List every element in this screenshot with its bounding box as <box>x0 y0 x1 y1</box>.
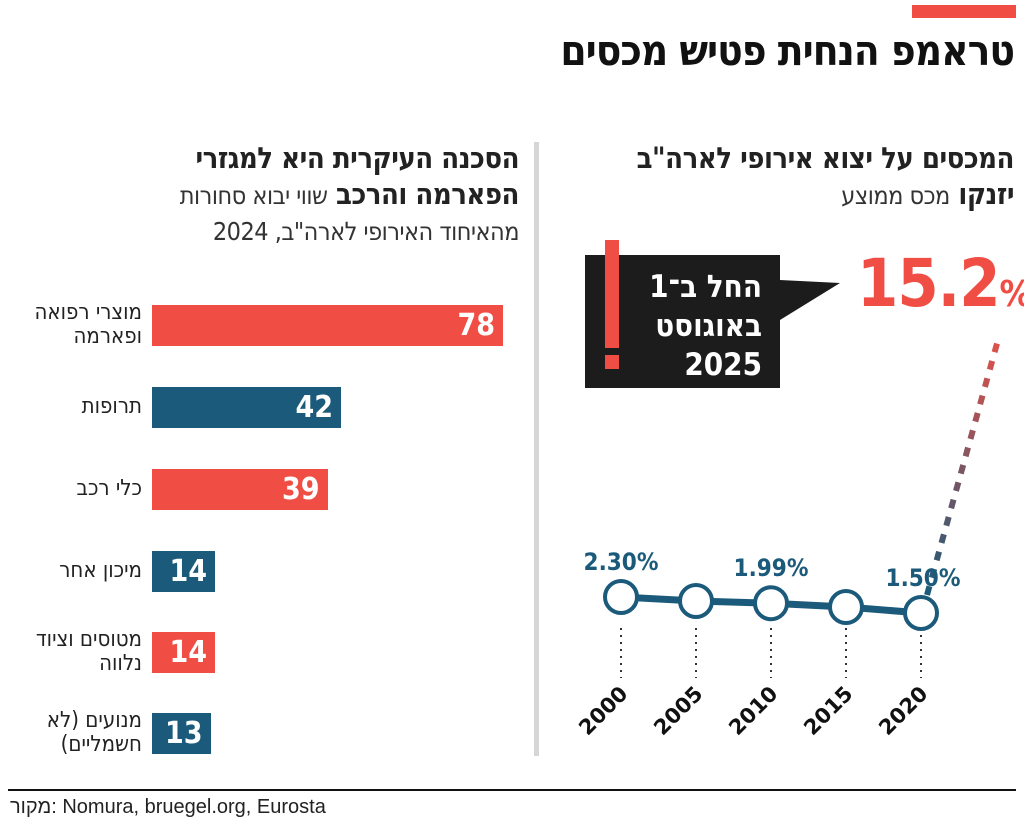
data-point <box>828 589 864 625</box>
bar-value-label: 42 <box>295 390 333 425</box>
callout-line1: החל ב־1 <box>649 269 762 305</box>
bar: 42 <box>152 387 341 428</box>
bar-value-label: 39 <box>281 472 320 507</box>
bar-value-label: 13 <box>164 716 203 751</box>
exclamation-icon <box>605 240 619 348</box>
x-tick-label: 2020 <box>874 682 932 740</box>
x-tick-label: 2015 <box>799 682 857 740</box>
bar-value-label: 78 <box>457 308 495 343</box>
footer-rule <box>8 789 1016 791</box>
main-title: טראמפ הנחית פטיש מכסים <box>560 26 1015 75</box>
x-tick-label: 2005 <box>649 682 707 740</box>
left-title-line2: הפארמה והרכב שווי יבוא סחורות <box>179 176 520 214</box>
bar-category-label: מנועים (לא חשמליים) <box>46 708 142 757</box>
right-subtitle: מכס ממוצע <box>841 181 950 210</box>
callout-text: החל ב־1 באוגוסט 2025 <box>649 268 762 385</box>
source-note: מקור: Nomura, bruegel.org, Eurosta <box>10 796 326 818</box>
data-point <box>678 583 714 619</box>
data-label: 1.99% <box>734 554 809 582</box>
bar-category-label: מטוסים וציוד נלווה <box>35 627 142 676</box>
projected-value: 15.2% <box>857 245 1024 322</box>
left-title-line1: הסכנה העיקרית היא למגזרי <box>195 141 519 175</box>
left-subtitle: שווי יבוא סחורות <box>179 181 328 210</box>
bar-value-label: 14 <box>169 554 207 589</box>
bar-category-label: מוצרי רפואה ופארמה <box>34 300 142 349</box>
bar: 13 <box>152 713 211 754</box>
left-title-bold: הפארמה והרכב <box>336 177 519 211</box>
callout-bubble <box>585 255 840 388</box>
right-title-line1: המכסים על יצוא אירופי לארה"ב <box>636 141 1015 175</box>
bar: 14 <box>152 551 215 592</box>
left-title: הסכנה העיקרית היא למגזרי הפארמה והרכב שו… <box>179 140 520 250</box>
data-label: 2.30% <box>584 548 659 576</box>
data-label: 1.50% <box>886 564 961 592</box>
left-subtitle-line3: מהאיחוד האירופי לארה"ב, 2024 <box>212 217 520 246</box>
bar-category-label: תרופות <box>81 394 142 419</box>
x-tick-label: 2010 <box>724 682 782 740</box>
bar: 39 <box>152 469 328 510</box>
x-tick-label: 2000 <box>574 682 632 740</box>
data-point <box>603 579 639 615</box>
divider <box>534 142 539 756</box>
right-title: המכסים על יצוא אירופי לארה"ב יזנקו מכס מ… <box>636 140 1015 214</box>
right-title-bold: יזנקו <box>958 177 1014 211</box>
projection-line <box>924 339 1001 596</box>
bar-value-label: 14 <box>169 635 207 670</box>
exclamation-dot <box>605 355 619 369</box>
callout-line3: 2025 <box>684 347 762 383</box>
data-point <box>753 585 789 622</box>
projected-unit: % <box>1000 274 1024 315</box>
accent-bar <box>912 5 1016 18</box>
bar: 14 <box>152 632 215 673</box>
bar: 78 <box>152 305 503 346</box>
line-chart: 2.30% 1.99% 1.50% 2000 2005 2010 2015 2020 <box>574 240 1001 740</box>
bar-category-label: מיכון אחר <box>59 558 142 583</box>
callout-line2: באוגוסט <box>655 308 762 344</box>
data-point <box>903 595 939 631</box>
projected-number: 15.2 <box>857 245 1001 322</box>
bar-category-label: כלי רכב <box>76 476 143 501</box>
